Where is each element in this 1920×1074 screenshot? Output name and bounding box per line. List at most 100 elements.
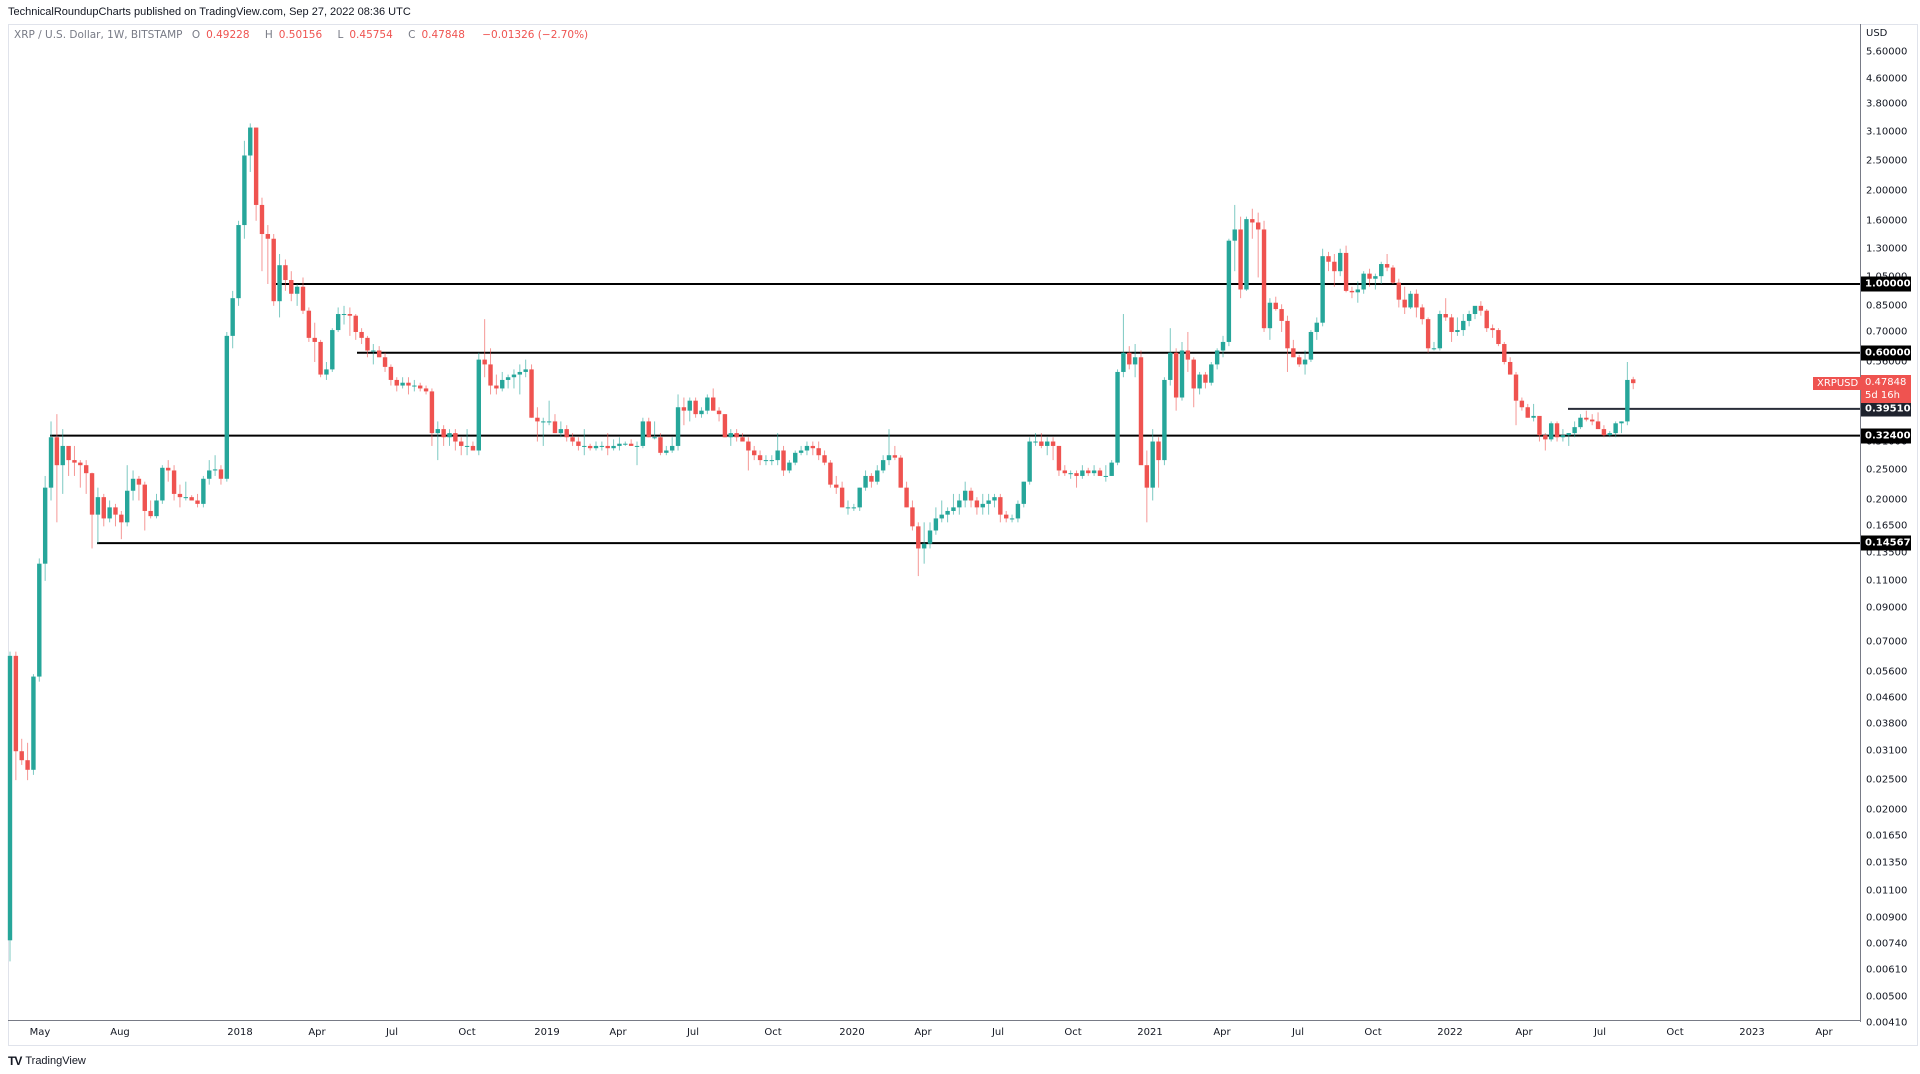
candle bbox=[1472, 305, 1478, 320]
price-axis[interactable] bbox=[1860, 24, 1919, 1022]
time-tick: Oct bbox=[1064, 1027, 1082, 1038]
candle bbox=[699, 407, 704, 418]
candle bbox=[54, 414, 60, 523]
time-tick: Jul bbox=[686, 1027, 700, 1038]
candle bbox=[1103, 465, 1109, 482]
candle bbox=[359, 328, 364, 345]
candle bbox=[406, 377, 411, 395]
price-tick: 0.02000 bbox=[1866, 804, 1908, 816]
candle bbox=[693, 397, 698, 418]
price-tick: 0.00900 bbox=[1866, 912, 1908, 924]
candle bbox=[1291, 339, 1296, 358]
price-tick: 1.60000 bbox=[1866, 215, 1908, 227]
candle bbox=[324, 361, 329, 380]
candle bbox=[418, 382, 423, 392]
candle bbox=[195, 493, 200, 508]
candle bbox=[640, 417, 646, 449]
candle bbox=[1050, 437, 1056, 461]
candle bbox=[892, 445, 898, 461]
candle bbox=[757, 450, 763, 466]
price-tick: 0.01350 bbox=[1866, 857, 1908, 869]
candle bbox=[1027, 437, 1032, 485]
price-tick: 4.60000 bbox=[1866, 73, 1908, 85]
candle bbox=[1091, 465, 1097, 476]
candle bbox=[289, 271, 294, 302]
candle bbox=[646, 417, 651, 438]
candle bbox=[1121, 314, 1126, 378]
candle bbox=[459, 437, 464, 456]
chart-frame bbox=[8, 24, 1918, 1046]
candle bbox=[798, 445, 804, 456]
candle bbox=[376, 346, 382, 358]
level-price-label: 1.00000 bbox=[1861, 276, 1911, 292]
candle bbox=[1062, 465, 1067, 476]
candle bbox=[78, 460, 83, 488]
candle bbox=[1173, 348, 1179, 411]
candle bbox=[1162, 377, 1167, 466]
candle bbox=[611, 439, 616, 451]
tradingview-branding[interactable]: TV TradingView bbox=[8, 1054, 86, 1068]
time-tick: 2020 bbox=[839, 1027, 865, 1038]
candle bbox=[916, 522, 921, 577]
candle bbox=[1484, 309, 1489, 332]
candle bbox=[207, 460, 212, 485]
candle bbox=[752, 445, 757, 461]
time-axis[interactable] bbox=[8, 1020, 1860, 1045]
price-tick: 0.13500 bbox=[1866, 547, 1908, 559]
candle bbox=[886, 429, 892, 466]
price-tick: 0.56000 bbox=[1866, 356, 1908, 368]
candle bbox=[1045, 437, 1050, 456]
candle bbox=[898, 455, 903, 488]
candle bbox=[72, 445, 77, 476]
candle bbox=[1250, 208, 1255, 239]
price-tick: 0.04600 bbox=[1866, 692, 1908, 704]
candle bbox=[1267, 298, 1273, 340]
candle bbox=[904, 481, 909, 508]
candle bbox=[306, 307, 312, 342]
level-price-label: 0.32400 bbox=[1861, 428, 1911, 444]
candle bbox=[1519, 397, 1525, 411]
price-tick: 5.60000 bbox=[1866, 46, 1908, 58]
candle bbox=[1033, 433, 1038, 446]
candle bbox=[1384, 253, 1390, 272]
candle bbox=[875, 465, 880, 485]
candle bbox=[593, 441, 599, 451]
time-tick: Aug bbox=[110, 1027, 130, 1038]
time-tick: 2019 bbox=[534, 1027, 560, 1038]
candle bbox=[570, 433, 575, 446]
candle bbox=[669, 437, 675, 453]
candle bbox=[136, 475, 142, 501]
candle bbox=[869, 473, 874, 488]
candle bbox=[681, 397, 687, 426]
candle bbox=[500, 371, 505, 392]
price-tick: 0.03100 bbox=[1866, 745, 1908, 757]
time-tick: 2018 bbox=[227, 1027, 253, 1038]
candle bbox=[968, 487, 974, 508]
candle bbox=[148, 500, 153, 519]
candle bbox=[447, 429, 452, 446]
candle bbox=[810, 441, 816, 456]
candle bbox=[1068, 470, 1073, 479]
candle bbox=[107, 500, 112, 523]
candle bbox=[31, 674, 36, 775]
candle bbox=[1214, 348, 1220, 370]
candle bbox=[394, 377, 399, 392]
candle bbox=[1613, 421, 1618, 438]
candle bbox=[1109, 460, 1114, 476]
symbol-price-tag: XRPUSD bbox=[1813, 377, 1863, 390]
candle bbox=[517, 364, 523, 395]
candle bbox=[189, 495, 194, 501]
candle bbox=[769, 455, 774, 466]
candle bbox=[1156, 437, 1161, 488]
candle bbox=[1607, 431, 1612, 438]
candle bbox=[998, 493, 1003, 523]
candle bbox=[271, 234, 276, 306]
tradingview-logo-icon: TV bbox=[8, 1054, 22, 1068]
candle bbox=[335, 307, 341, 332]
price-tick: 0.85000 bbox=[1866, 300, 1908, 312]
candle bbox=[763, 455, 769, 466]
candle bbox=[546, 400, 552, 426]
candle bbox=[1361, 271, 1366, 294]
candle bbox=[1525, 403, 1530, 418]
